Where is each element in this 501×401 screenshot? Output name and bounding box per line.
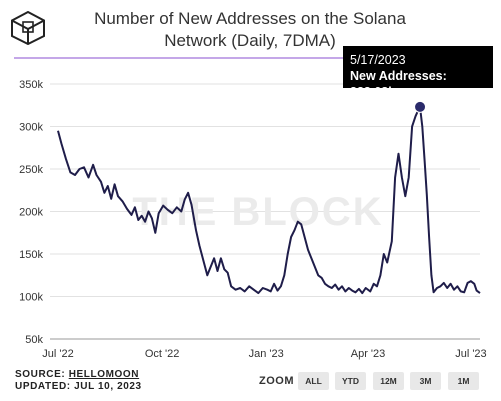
x-tick-label: Oct '22 — [145, 348, 180, 360]
x-tick-label: Jul '22 — [42, 348, 73, 360]
tooltip-date: 5/17/2023 — [350, 53, 406, 67]
source-line: SOURCE: HELLOMOON — [15, 369, 142, 381]
source-prefix: SOURCE: — [15, 369, 69, 380]
x-axis: Jul '22 Oct '22 Jan '23 Apr '23 Jul '23 — [42, 348, 486, 360]
hover-marker[interactable] — [414, 100, 427, 113]
y-tick-label: 250k — [19, 164, 43, 176]
tooltip: 5/17/2023 New Addresses: 323.08k — [343, 46, 493, 99]
y-tick-label: 50k — [25, 334, 43, 346]
y-tick-label: 150k — [19, 249, 43, 261]
y-tick-label: 300k — [19, 122, 43, 134]
zoom-12m-button[interactable]: 12M — [373, 372, 404, 390]
y-axis: 50k 100k 150k 200k 250k 300k 350k — [19, 79, 43, 346]
zoom-3m-button[interactable]: 3M — [410, 372, 441, 390]
chart-title-line2: Network (Daily, 7DMA) — [164, 31, 336, 50]
y-tick-label: 100k — [19, 292, 43, 304]
chart-title: Number of New Addresses on the Solana Ne… — [64, 8, 436, 52]
source-link[interactable]: HELLOMOON — [68, 369, 140, 380]
zoom-all-button[interactable]: ALL — [298, 372, 329, 390]
x-tick-label: Jan '23 — [249, 348, 284, 360]
series-line-new-addresses[interactable] — [57, 105, 481, 295]
updated-date: UPDATED: JUL 10, 2023 — [15, 381, 142, 392]
zoom-ytd-button[interactable]: YTD — [335, 372, 366, 390]
x-tick-label: Apr '23 — [351, 348, 386, 360]
zoom-1m-button[interactable]: 1M — [448, 372, 479, 390]
the-block-logo-icon — [11, 11, 45, 45]
chart-title-line1: Number of New Addresses on the Solana — [94, 9, 406, 28]
y-tick-label: 350k — [19, 79, 43, 91]
footer-meta: SOURCE: HELLOMOON UPDATED: JUL 10, 2023 — [15, 369, 142, 393]
tooltip-value: New Addresses: 323.08k — [350, 69, 447, 99]
zoom-label: ZOOM — [259, 375, 294, 387]
x-tick-label: Jul '23 — [455, 348, 486, 360]
y-tick-label: 200k — [19, 207, 43, 219]
